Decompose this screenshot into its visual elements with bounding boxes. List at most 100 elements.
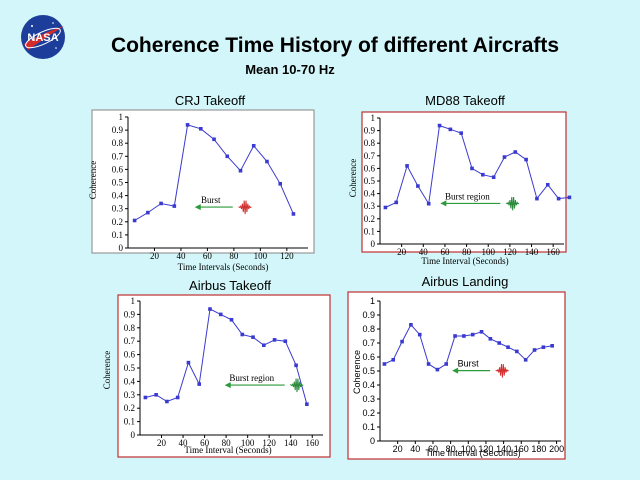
data-point (513, 150, 518, 154)
data-point (265, 159, 269, 164)
x-tick-label: 40 (419, 247, 429, 257)
y-tick-label: 0.8 (112, 138, 124, 148)
y-tick-label: 0.5 (364, 176, 376, 186)
y-tick-label: 0.4 (112, 191, 124, 201)
data-point (479, 330, 484, 334)
series-line (145, 308, 308, 405)
x-tick-label: 20 (393, 444, 403, 454)
y-tick-label: 1 (371, 113, 376, 123)
x-tick-label: 20 (150, 251, 160, 261)
x-tick-label: 120 (478, 444, 493, 454)
x-tick-label: 100 (241, 438, 255, 448)
data-point (172, 204, 177, 208)
y-tick-label: 0.9 (364, 126, 376, 136)
chart-title-crj: CRJ Takeoff (174, 93, 246, 108)
annotation-label: Burst (201, 195, 221, 205)
data-point (524, 157, 528, 162)
annotation-label: Burst region (229, 373, 274, 383)
arrow-head (440, 200, 447, 207)
x-tick-label: 140 (496, 444, 511, 454)
x-tick-label: 160 (514, 444, 529, 454)
x-tick-label: 120 (503, 247, 517, 257)
x-tick-label: 160 (305, 438, 319, 448)
data-point (506, 345, 510, 349)
data-point (497, 341, 501, 345)
y-tick-label: 0.7 (112, 151, 124, 161)
y-tick-label: 1 (131, 296, 136, 306)
y-tick-label: 0.2 (124, 403, 135, 413)
y-tick-label: 0.1 (362, 422, 375, 432)
y-tick-label: 0.3 (124, 390, 136, 400)
y-tick-label: 0 (370, 436, 375, 446)
data-point (459, 131, 463, 135)
y-tick-label: 0.6 (124, 350, 136, 360)
y-tick-label: 0.9 (124, 309, 136, 319)
data-point (409, 323, 413, 327)
y-tick-label: 0.1 (124, 417, 135, 427)
x-axis-label: Time Intervals (Seconds) (178, 262, 269, 272)
y-tick-label: 0.6 (112, 164, 124, 174)
data-point (154, 393, 158, 397)
x-tick-label: 140 (284, 438, 298, 448)
data-point (416, 184, 420, 188)
x-tick-label: 60 (200, 438, 210, 448)
x-tick-label: 40 (179, 438, 189, 448)
x-tick-label: 100 (481, 247, 495, 257)
y-axis-label: Coherence (352, 350, 362, 394)
y-tick-label: 0.7 (124, 336, 136, 346)
data-point (556, 196, 561, 201)
y-tick-label: 0.6 (364, 163, 376, 173)
y-tick-label: 0.4 (362, 380, 375, 390)
data-point (225, 154, 230, 159)
arrow-head (224, 382, 231, 389)
x-tick-label: 60 (440, 247, 450, 257)
chart-frame (347, 291, 566, 460)
chart-title-md88: MD88 Takeoff (425, 93, 505, 108)
annotation-label: Burst region (445, 191, 490, 201)
data-point (515, 349, 519, 354)
y-axis-label: Coherence (102, 351, 112, 389)
chart-frame (117, 294, 331, 458)
y-tick-label: 0.3 (112, 204, 124, 214)
y-tick-label: 0.8 (364, 138, 376, 148)
y-tick-label: 0.6 (362, 352, 375, 362)
series-line (385, 124, 570, 208)
data-point (481, 172, 485, 177)
data-point (435, 367, 440, 372)
data-point (185, 123, 190, 127)
data-point (159, 201, 163, 206)
data-point (541, 345, 546, 349)
data-point (545, 182, 550, 187)
data-point (143, 395, 148, 400)
burst-wavelet-icon (238, 200, 252, 215)
y-tick-label: 0.4 (124, 376, 136, 386)
data-point (218, 312, 223, 317)
data-point (238, 168, 243, 173)
x-tick-label: 120 (262, 438, 276, 448)
x-tick-label: 40 (176, 251, 186, 261)
x-tick-label: 80 (462, 247, 472, 257)
data-point (453, 334, 457, 338)
x-tick-label: 80 (222, 438, 232, 448)
data-point (383, 205, 388, 210)
y-tick-label: 0.5 (362, 366, 375, 376)
nasa-logo: NASA (21, 15, 65, 59)
annotation-label: Burst (458, 359, 480, 369)
y-tick-label: 0 (131, 430, 136, 440)
x-axis-label: Time Interval (Seconds) (425, 448, 520, 458)
x-tick-label: 60 (203, 251, 213, 261)
data-point (567, 195, 572, 200)
data-point (175, 395, 180, 400)
y-tick-label: 0 (371, 239, 376, 249)
data-point (272, 338, 277, 342)
data-point (448, 127, 453, 132)
data-point (251, 335, 255, 339)
data-point (426, 362, 431, 366)
y-tick-label: 1 (370, 296, 375, 306)
y-axis-label: Coherence (88, 161, 98, 199)
y-tick-label: 1 (119, 112, 124, 122)
x-tick-label: 80 (229, 251, 239, 261)
x-tick-label: 160 (546, 247, 560, 257)
data-point (523, 358, 528, 362)
